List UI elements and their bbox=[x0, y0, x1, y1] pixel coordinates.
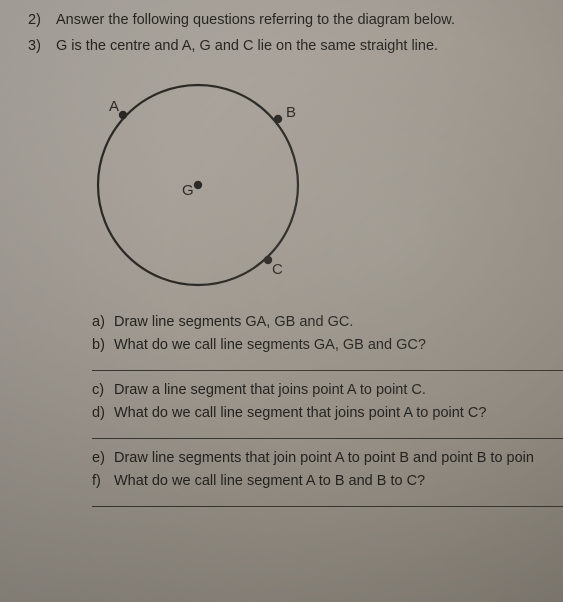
sub-a-text: Draw line segments GA, GB and GC. bbox=[114, 313, 353, 333]
sub-c: c) Draw a line segment that joins point … bbox=[92, 381, 563, 401]
sub-b: b) What do we call line segments GA, GB … bbox=[92, 336, 563, 356]
sub-e-text: Draw line segments that join point A to … bbox=[114, 449, 534, 469]
sub-questions: a) Draw line segments GA, GB and GC. b) … bbox=[28, 313, 563, 507]
question-3: 3) G is the centre and A, G and C lie on… bbox=[28, 36, 563, 56]
group-ab: a) Draw line segments GA, GB and GC. b) … bbox=[92, 313, 563, 371]
sub-d-letter: d) bbox=[92, 404, 114, 424]
sub-f: f) What do we call line segment A to B a… bbox=[92, 472, 563, 492]
group-cd: c) Draw a line segment that joins point … bbox=[92, 381, 563, 439]
point-label-b: B bbox=[286, 104, 296, 121]
answer-rule-b bbox=[92, 370, 563, 371]
sub-a-letter: a) bbox=[92, 313, 114, 333]
answer-rule-d bbox=[92, 438, 563, 439]
sub-a: a) Draw line segments GA, GB and GC. bbox=[92, 313, 563, 333]
sub-f-text: What do we call line segment A to B and … bbox=[114, 472, 425, 492]
circle-diagram: A B C G bbox=[78, 65, 318, 305]
sub-e-letter: e) bbox=[92, 449, 114, 469]
answer-rule-f bbox=[92, 506, 563, 507]
sub-f-letter: f) bbox=[92, 472, 114, 492]
worksheet-page: 2) Answer the following questions referr… bbox=[0, 0, 563, 602]
question-3-number: 3) bbox=[28, 36, 52, 56]
sub-e: e) Draw line segments that join point A … bbox=[92, 449, 563, 469]
sub-d: d) What do we call line segment that joi… bbox=[92, 404, 563, 424]
point-label-a: A bbox=[109, 98, 119, 115]
question-2-text: Answer the following questions referring… bbox=[56, 10, 455, 30]
sub-d-text: What do we call line segment that joins … bbox=[114, 404, 486, 424]
sub-c-text: Draw a line segment that joins point A t… bbox=[114, 381, 426, 401]
group-ef: e) Draw line segments that join point A … bbox=[92, 449, 563, 507]
point-g bbox=[194, 180, 202, 188]
question-2-number: 2) bbox=[28, 10, 52, 30]
question-2: 2) Answer the following questions referr… bbox=[28, 10, 563, 30]
question-3-text: G is the centre and A, G and C lie on th… bbox=[56, 36, 438, 56]
circle-diagram-svg: A B C G bbox=[78, 65, 318, 305]
point-a bbox=[119, 110, 127, 118]
point-b bbox=[274, 114, 282, 122]
point-label-c: C bbox=[272, 261, 283, 278]
sub-b-text: What do we call line segments GA, GB and… bbox=[114, 336, 426, 356]
point-label-g: G bbox=[182, 182, 194, 199]
sub-b-letter: b) bbox=[92, 336, 114, 356]
sub-c-letter: c) bbox=[92, 381, 114, 401]
point-c bbox=[264, 255, 272, 263]
